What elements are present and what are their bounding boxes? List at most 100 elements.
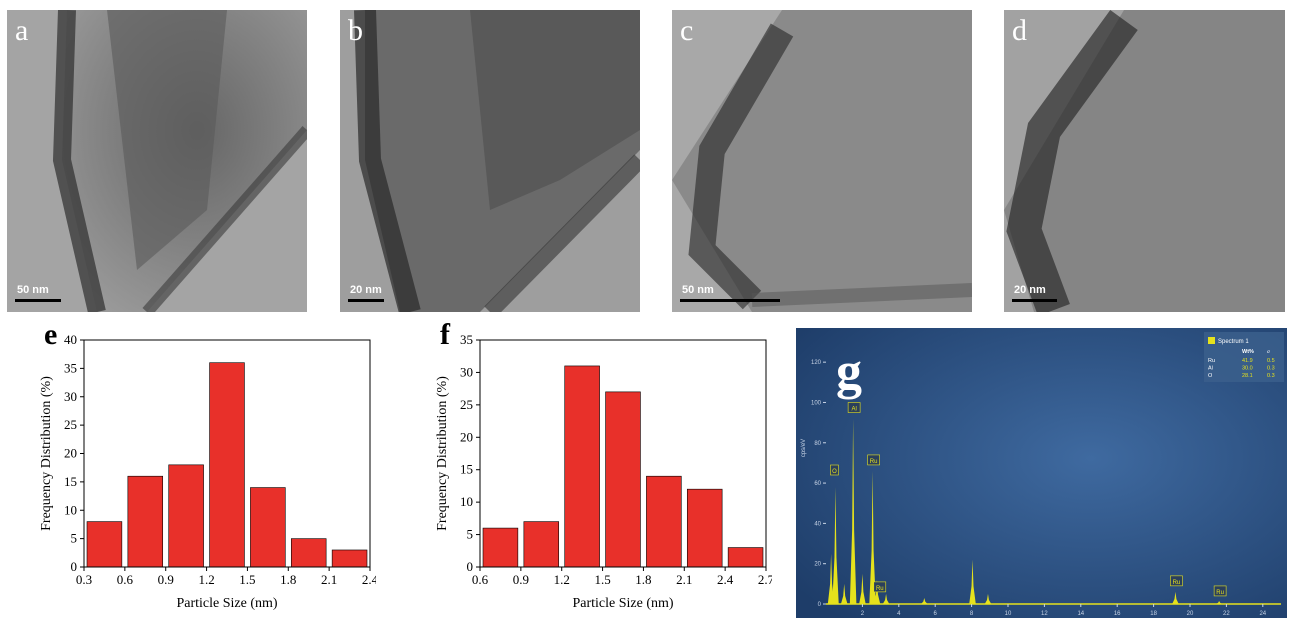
legend-header-wt: Wt%	[1242, 349, 1254, 355]
spectrum-peak	[882, 593, 890, 604]
x-tick-label: 0.9	[513, 572, 529, 587]
peak-label-box	[847, 402, 861, 413]
x-tick-label: 2.1	[676, 572, 692, 587]
legend-element: Al	[1208, 366, 1213, 372]
panel-letter-e: e	[44, 318, 58, 351]
x-tick-label: 24	[1259, 611, 1266, 617]
y-tick-label: 30	[64, 389, 77, 404]
scale-label-a: 50 nm	[17, 284, 49, 296]
x-tick-label: 2.7	[758, 572, 772, 587]
x-tick-label: 1.5	[594, 572, 610, 587]
histogram-bar	[482, 527, 519, 568]
histogram-bar	[605, 391, 641, 568]
legend-element: O	[1208, 373, 1213, 379]
histogram-bar	[127, 475, 164, 568]
peak-label-box	[873, 581, 887, 593]
panel-letter-c: c	[680, 14, 694, 47]
panel-letter-a: a	[15, 14, 29, 47]
x-tick-label: 1.8	[280, 572, 296, 587]
x-tick-label: 1.2	[198, 572, 214, 587]
scale-label-c: 50 nm	[682, 284, 714, 296]
legend-swatch	[1208, 337, 1215, 344]
scale-bar-a	[15, 299, 61, 302]
peak-label-box	[867, 454, 880, 466]
panel-letter-d: d	[1012, 14, 1027, 47]
legend-box	[1204, 332, 1284, 382]
y-tick-label: 10	[64, 502, 77, 517]
histogram-bar	[168, 464, 204, 568]
peak-label-box	[1213, 585, 1227, 597]
y-tick-label: 0	[467, 559, 474, 574]
tem-micrograph-c	[672, 10, 972, 312]
x-tick-label: 1.2	[554, 572, 570, 587]
plot-frame	[479, 339, 767, 568]
y-tick-label: 20	[814, 562, 821, 568]
tem-image-d: d 20 nm	[1004, 10, 1285, 312]
x-tick-label: 2.1	[321, 572, 337, 587]
scale-bar-d	[1012, 299, 1057, 302]
legend-wt: 28.1	[1242, 373, 1253, 379]
x-tick-label: 1.5	[239, 572, 255, 587]
peak-label: Ru	[1216, 590, 1224, 596]
spectrum-peak	[832, 487, 839, 604]
histogram-bar	[564, 365, 600, 568]
x-tick-label: 22	[1223, 611, 1230, 617]
y-tick-label: 25	[64, 417, 77, 432]
y-axis-label: cps/eV	[801, 439, 807, 457]
histogram-bar	[209, 362, 245, 568]
peak-label: Ru	[876, 586, 884, 592]
x-tick-label: 4	[897, 611, 901, 617]
x-tick-label: 2.4	[717, 572, 734, 587]
y-tick-label: 80	[814, 441, 821, 447]
tem-micrograph-b	[340, 10, 640, 312]
spectrum-peak	[969, 559, 976, 604]
panel-letter-b: b	[348, 14, 363, 47]
x-tick-label: 6	[934, 611, 938, 617]
y-tick-label: 30	[460, 364, 473, 379]
peak-label: Al	[851, 407, 856, 413]
y-tick-label: 60	[814, 481, 821, 487]
x-tick-label: 0.6	[117, 572, 134, 587]
y-tick-label: 25	[460, 397, 473, 412]
panel-letter-g: g	[836, 343, 862, 400]
y-tick-label: 120	[811, 360, 822, 366]
spectrum-peak	[827, 553, 835, 604]
peak-label: Ru	[870, 459, 878, 465]
legend-header-sigma: σ	[1267, 349, 1270, 355]
x-tick-label: 14	[1077, 611, 1084, 617]
scale-bar-c	[680, 299, 780, 302]
y-tick-label: 20	[460, 429, 473, 444]
histogram-bar	[331, 549, 368, 568]
x-tick-label: 0.3	[76, 572, 92, 587]
y-axis-label: Frequency Distribution (%)	[435, 376, 450, 531]
y-tick-label: 15	[64, 474, 77, 489]
y-tick-label: 100	[811, 400, 822, 406]
y-tick-label: 40	[814, 521, 821, 527]
spectrum-peak	[984, 593, 992, 604]
spectrum-peak	[849, 418, 857, 604]
histogram-bar	[727, 547, 764, 568]
tem-micrograph-a	[7, 10, 307, 312]
y-tick-label: 5	[467, 527, 474, 542]
x-tick-label: 18	[1150, 611, 1157, 617]
legend-element: Ru	[1208, 358, 1215, 364]
x-tick-label: 12	[1041, 611, 1048, 617]
histogram-bar	[250, 487, 286, 568]
tem-image-a: a 50 nm	[7, 10, 307, 312]
x-tick-label: 1.8	[635, 572, 651, 587]
y-tick-label: 40	[64, 332, 77, 347]
panel-letter-f: f	[440, 318, 450, 351]
peak-label-box	[1170, 575, 1183, 587]
x-axis-label: Particle Size (nm)	[572, 596, 673, 611]
y-tick-label: 0	[71, 559, 78, 574]
legend-wt: 30.0	[1242, 366, 1253, 372]
x-tick-label: 10	[1005, 611, 1012, 617]
y-tick-label: 10	[460, 494, 473, 509]
legend-wt: 41.9	[1242, 358, 1253, 364]
histogram-e: 0.3 0.6 0.9 1.2 1.5 1.8 2.1 2.4 0 5 10 15 20 25 30 35 40…	[39, 332, 376, 611]
peak-label-box	[830, 464, 839, 476]
peak-label: O	[832, 469, 837, 475]
y-tick-label: 35	[64, 360, 77, 375]
x-tick-label: 2	[861, 611, 865, 617]
histogram-f: 0.6 0.9 1.2 1.5 1.8 2.1 2.4 2.7 0 5 10 15 20 25 30 35 Pa…	[435, 332, 772, 611]
